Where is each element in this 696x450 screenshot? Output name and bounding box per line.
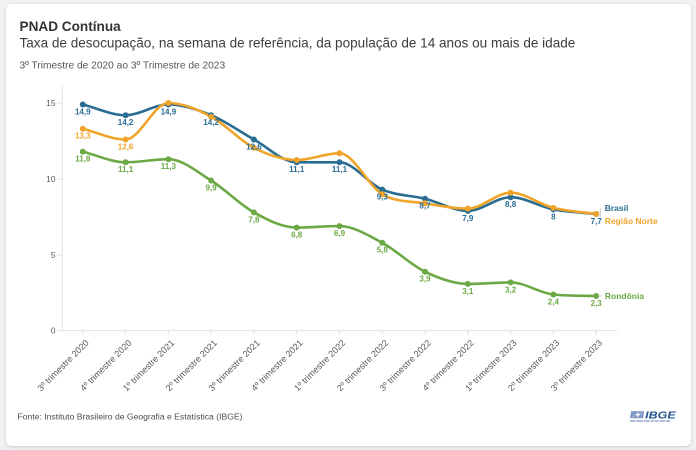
svg-text:3,1: 3,1 — [462, 287, 474, 296]
svg-text:8: 8 — [551, 212, 556, 221]
svg-text:11,1: 11,1 — [118, 165, 134, 174]
svg-text:Fonte: Instituto Brasileiro de: Fonte: Instituto Brasileiro de Geografia… — [18, 411, 243, 421]
svg-text:2,4: 2,4 — [548, 297, 560, 306]
svg-text:14,9: 14,9 — [161, 107, 177, 116]
svg-text:13,3: 13,3 — [75, 132, 91, 141]
svg-text:5: 5 — [51, 250, 56, 260]
svg-text:12,6: 12,6 — [118, 142, 134, 151]
svg-text:11,1: 11,1 — [332, 165, 348, 174]
svg-text:7,9: 7,9 — [462, 214, 474, 223]
svg-text:15: 15 — [46, 98, 56, 108]
svg-text:3,2: 3,2 — [505, 285, 517, 294]
svg-text:Brasil: Brasil — [605, 203, 629, 213]
svg-text:12,6: 12,6 — [246, 142, 262, 151]
svg-text:14,2: 14,2 — [203, 118, 219, 127]
svg-text:2,3: 2,3 — [591, 299, 603, 308]
svg-text:10: 10 — [46, 174, 56, 184]
svg-text:0: 0 — [51, 326, 56, 336]
svg-text:11,8: 11,8 — [75, 155, 91, 164]
svg-text:11,3: 11,3 — [161, 162, 177, 171]
svg-text:14,2: 14,2 — [118, 118, 134, 127]
svg-text:9,9: 9,9 — [206, 183, 218, 192]
svg-text:Região Norte: Região Norte — [605, 216, 658, 226]
svg-text:3º Trimestre de 2020 ao 3º Tri: 3º Trimestre de 2020 ao 3º Trimestre de … — [20, 61, 226, 72]
svg-text:8,8: 8,8 — [505, 200, 517, 209]
svg-text:7,7: 7,7 — [591, 217, 603, 226]
svg-text:Taxa de desocupação, na semana: Taxa de desocupação, na semana de referê… — [20, 36, 576, 51]
svg-text:9,3: 9,3 — [377, 193, 389, 202]
svg-text:14,9: 14,9 — [75, 107, 91, 116]
svg-text:IBGE: IBGE — [645, 410, 676, 421]
svg-text:Rondônia: Rondônia — [605, 291, 644, 301]
svg-text:7,8: 7,8 — [248, 215, 260, 224]
svg-text:PNAD Contínua: PNAD Contínua — [20, 19, 122, 34]
svg-text:6,9: 6,9 — [334, 229, 346, 238]
svg-text:6,8: 6,8 — [291, 231, 303, 240]
svg-text:8,7: 8,7 — [419, 202, 431, 211]
svg-text:11,1: 11,1 — [289, 165, 305, 174]
svg-text:5,8: 5,8 — [377, 246, 389, 255]
svg-text:3,9: 3,9 — [419, 275, 431, 284]
